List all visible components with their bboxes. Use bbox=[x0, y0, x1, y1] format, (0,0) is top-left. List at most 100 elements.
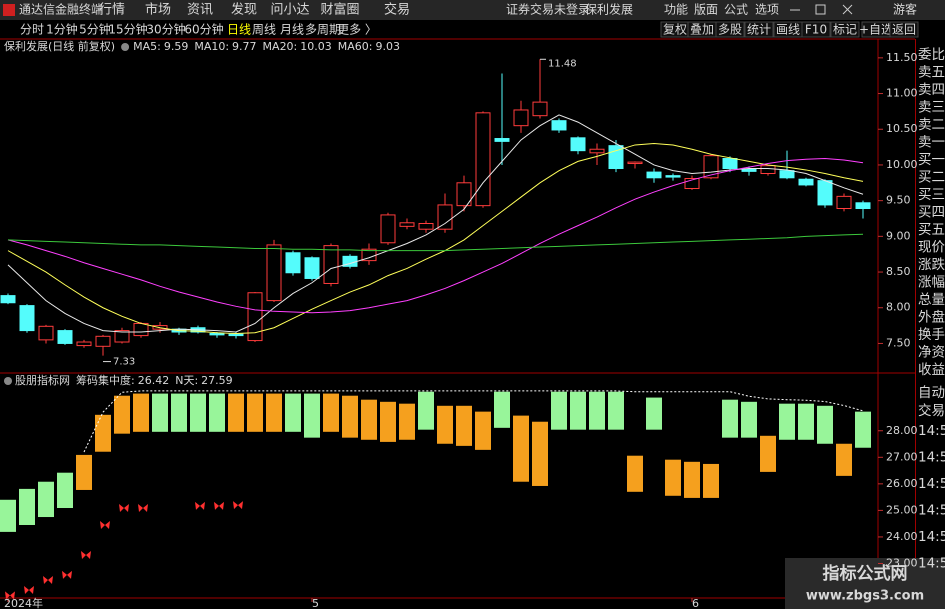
menu-item[interactable]: 版面 bbox=[694, 3, 718, 17]
side-label[interactable]: 外盘 bbox=[918, 309, 945, 326]
signal-icon bbox=[195, 501, 205, 510]
side-label[interactable]: 买三 bbox=[918, 187, 945, 203]
side-label[interactable]: 买五 bbox=[918, 222, 945, 238]
side-label[interactable]: 交易 bbox=[918, 402, 945, 419]
signal-icon bbox=[138, 504, 148, 513]
period-tab[interactable]: 15分钟 bbox=[108, 22, 147, 37]
side-label[interactable]: 换手 bbox=[918, 327, 945, 343]
side-label[interactable]: 总量 bbox=[918, 292, 945, 308]
candle-body bbox=[0, 295, 16, 304]
side-label[interactable]: 收益 bbox=[918, 362, 945, 378]
bar bbox=[836, 443, 852, 476]
y-tick-label: 11.50 bbox=[886, 51, 918, 64]
tool-label: 叠加 bbox=[690, 23, 714, 37]
menu-item[interactable]: 选项 bbox=[755, 3, 779, 17]
side-label[interactable]: 14:56 bbox=[918, 423, 945, 439]
period-tab[interactable]: 多周期 bbox=[305, 23, 341, 37]
bar bbox=[247, 393, 263, 432]
menu-item[interactable]: 发现 bbox=[231, 2, 257, 18]
period-tab[interactable]: 1分钟 bbox=[46, 22, 78, 37]
menu-item[interactable]: 行情 bbox=[99, 3, 125, 18]
candle-body bbox=[399, 222, 415, 227]
y-tick-label: 10.50 bbox=[886, 122, 918, 135]
side-label[interactable]: 14:56 bbox=[918, 503, 945, 519]
side-label[interactable]: 现价 bbox=[918, 240, 945, 256]
candle-body bbox=[627, 161, 643, 165]
side-label[interactable]: 卖一 bbox=[918, 135, 945, 151]
period-tab[interactable]: 分时 bbox=[20, 23, 44, 37]
side-label[interactable]: 买一 bbox=[918, 152, 945, 168]
period-tab[interactable]: 月线 bbox=[280, 23, 304, 37]
menu-item[interactable]: 交易 bbox=[384, 2, 410, 18]
menu-item[interactable]: 功能 bbox=[664, 3, 688, 17]
settings-icon[interactable] bbox=[4, 377, 12, 385]
period-tab[interactable]: 更多 〉 bbox=[337, 23, 377, 37]
candle-body bbox=[95, 335, 111, 347]
side-label[interactable]: 净资 bbox=[918, 345, 945, 361]
y-tick-label: 25.00 bbox=[886, 503, 918, 516]
tool-button[interactable] bbox=[801, 21, 831, 38]
menu-item[interactable]: 市场 bbox=[145, 2, 171, 18]
side-label[interactable]: 买四 bbox=[918, 205, 945, 221]
menu-item[interactable]: 财富圈 bbox=[320, 2, 359, 18]
side-label[interactable]: 卖五 bbox=[918, 65, 945, 81]
tool-label: 多股 bbox=[718, 23, 742, 37]
user[interactable]: 游客 bbox=[893, 2, 917, 17]
bar bbox=[152, 393, 168, 432]
candle-body bbox=[57, 330, 73, 344]
bar bbox=[665, 459, 681, 496]
candle-body bbox=[418, 222, 434, 230]
candle-body bbox=[133, 322, 149, 337]
bar bbox=[95, 414, 111, 452]
period-tab[interactable]: 60分钟 bbox=[184, 22, 223, 37]
side-label[interactable]: 卖二 bbox=[918, 117, 945, 133]
candle-body bbox=[741, 168, 757, 172]
tool-button[interactable] bbox=[744, 21, 774, 38]
period-tab[interactable]: 日线 bbox=[227, 23, 251, 37]
side-label[interactable]: 14:56 bbox=[918, 556, 945, 572]
side-label[interactable]: 委比 bbox=[918, 47, 945, 63]
side-label[interactable]: 自动 bbox=[918, 385, 945, 401]
side-label[interactable]: 涨幅 bbox=[918, 275, 945, 291]
signal-icon bbox=[119, 504, 129, 513]
signal-icon bbox=[62, 570, 72, 579]
y-tick-label: 7.50 bbox=[886, 336, 911, 349]
period-tab[interactable]: 30分钟 bbox=[146, 22, 185, 37]
candle-body bbox=[722, 158, 738, 170]
side-label[interactable]: 卖三 bbox=[918, 100, 945, 116]
period-tab[interactable]: 周线 bbox=[252, 23, 276, 37]
tool-label: 统计 bbox=[747, 23, 771, 37]
tool-button[interactable] bbox=[715, 21, 745, 38]
menu-item[interactable]: 问小达 bbox=[270, 3, 309, 18]
menu-item[interactable]: 资讯 bbox=[187, 3, 213, 18]
indicator-name: 筹码集中度: bbox=[76, 373, 135, 387]
bar bbox=[266, 393, 282, 432]
settings-icon[interactable] bbox=[121, 43, 130, 51]
side-label[interactable]: 14:56 bbox=[918, 450, 945, 466]
candle-body bbox=[456, 182, 472, 207]
close[interactable] bbox=[842, 4, 853, 15]
bar bbox=[627, 455, 643, 492]
candle-body bbox=[589, 148, 605, 154]
chart-title: 保利发展(日线 前复权) bbox=[4, 39, 115, 53]
menu-item[interactable]: 公式 bbox=[724, 3, 748, 17]
bar bbox=[817, 405, 833, 444]
candle-body bbox=[665, 175, 681, 178]
maximize[interactable] bbox=[815, 4, 826, 15]
bar bbox=[190, 393, 206, 432]
side-label[interactable]: 买二 bbox=[918, 170, 945, 186]
side-label[interactable]: 14:56 bbox=[918, 476, 945, 492]
watermark-box bbox=[785, 558, 945, 609]
y-tick-label: 28.00 bbox=[886, 424, 918, 437]
candle-body bbox=[836, 195, 852, 209]
tool-button[interactable] bbox=[830, 21, 860, 38]
candle-body bbox=[209, 332, 225, 336]
side-label[interactable]: 14:56 bbox=[918, 529, 945, 545]
side-label[interactable]: 卖四 bbox=[918, 82, 945, 98]
side-label[interactable]: 涨跌 bbox=[918, 257, 945, 273]
tool-button[interactable] bbox=[889, 21, 919, 38]
period-tab[interactable]: 5分钟 bbox=[79, 22, 111, 37]
indicator-name: N天: bbox=[175, 374, 198, 387]
candle-body bbox=[570, 137, 586, 152]
